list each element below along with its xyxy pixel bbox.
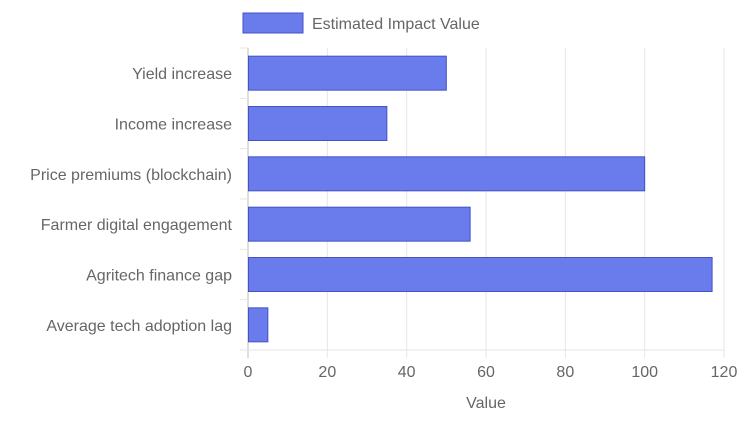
legend-label[interactable]: Estimated Impact Value [312, 16, 480, 33]
x-tick-label: 0 [244, 364, 253, 381]
legend[interactable]: Estimated Impact Value [242, 12, 480, 34]
x-axis-title: Value [466, 395, 506, 412]
bar[interactable] [248, 257, 713, 292]
bar[interactable] [248, 156, 646, 192]
y-tick-label: Average tech adoption lag [46, 318, 232, 335]
y-tick-label: Income increase [115, 117, 232, 134]
bar[interactable] [248, 307, 269, 343]
x-tick-label: 100 [631, 364, 658, 381]
x-tick-label: 40 [398, 364, 416, 381]
legend-swatch[interactable] [242, 12, 304, 34]
y-tick-label: Farmer digital engagement [41, 217, 233, 234]
y-tick-label: Agritech finance gap [86, 268, 232, 285]
x-tick-label: 60 [477, 364, 495, 381]
grid-layer [240, 47, 725, 358]
y-tick-label: Price premiums (blockchain) [30, 167, 232, 184]
y-tick-label: Yield increase [132, 66, 232, 83]
axis-layer: 0 20 40 60 80 100 120 Yield increase Income incr… [30, 66, 737, 381]
bar-layer [248, 55, 713, 343]
x-tick-label: 80 [556, 364, 574, 381]
bar[interactable] [248, 206, 471, 242]
bar[interactable] [248, 55, 447, 91]
x-tick-label: 20 [318, 364, 336, 381]
x-tick-label: 120 [711, 364, 738, 381]
bar[interactable] [248, 106, 388, 141]
